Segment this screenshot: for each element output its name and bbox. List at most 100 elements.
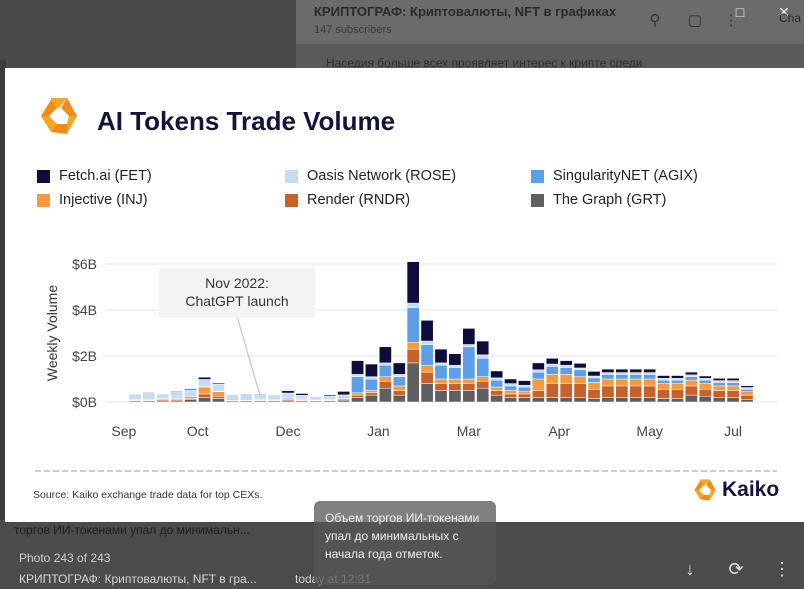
- bar-segment: [698, 375, 712, 379]
- legend-label: Oasis Network (ROSE): [307, 168, 457, 184]
- more-options-icon[interactable]: ⋮: [773, 559, 791, 579]
- bar-segment: [156, 393, 170, 395]
- bar-segment: [684, 394, 698, 403]
- bar-segment: [267, 394, 281, 400]
- bar-segment: [518, 391, 531, 395]
- bar-segment: [726, 385, 740, 391]
- message-preview[interactable]: Объем торгов ИИ-токенами упал до минимал…: [314, 501, 496, 585]
- y-tick-label: $0B: [72, 394, 97, 410]
- bar-segment: [545, 374, 559, 384]
- bar-segment: [643, 385, 657, 398]
- bar-segment: [629, 378, 643, 387]
- background-message: Наседия больше всех проявляет интерес к …: [326, 56, 643, 70]
- bar-segment: [671, 398, 684, 403]
- legend-swatch: [37, 193, 50, 207]
- photo-sender[interactable]: КРИПТОГРАФ: Криптовалюты, NFT в гра...: [19, 572, 257, 586]
- bar-segment: [545, 397, 559, 403]
- bar-segment: [434, 362, 448, 366]
- bar-segment: [740, 391, 754, 396]
- bar-segment: [295, 393, 309, 396]
- bar-segment: [559, 374, 573, 384]
- bar-segment: [392, 394, 406, 403]
- bar-segment: [698, 383, 712, 390]
- bar-segment: [504, 378, 517, 384]
- bar-segment: [434, 364, 448, 380]
- bar-segment: [726, 390, 740, 398]
- bar-segment: [225, 393, 239, 395]
- bar-segment: [531, 369, 545, 373]
- bar-segment: [476, 376, 490, 382]
- legend-label: Injective (INJ): [59, 192, 148, 208]
- rotate-icon[interactable]: ⟳: [728, 559, 744, 579]
- bar-segment: [601, 374, 615, 380]
- legend-label: The Graph (GRT): [553, 192, 667, 208]
- bar-segment: [671, 389, 684, 399]
- bar-segment: [448, 367, 462, 380]
- bar-segment: [657, 375, 670, 379]
- bar-segment: [587, 371, 601, 377]
- bar-segment: [698, 396, 712, 403]
- bar-segment: [184, 389, 198, 397]
- bar-segment: [657, 398, 670, 403]
- bar-segment: [392, 385, 406, 391]
- bar-segment: [309, 395, 323, 397]
- bar-segment: [740, 385, 754, 388]
- bar-segment: [378, 364, 392, 377]
- bar-segment: [420, 344, 434, 366]
- bar-segment: [406, 261, 420, 304]
- bar-segment: [184, 399, 198, 403]
- bar-segment: [448, 390, 462, 403]
- download-icon[interactable]: ↓: [685, 559, 695, 579]
- message-preview-text: Объем торгов ИИ-токенами упал до минимал…: [325, 511, 480, 561]
- bar-segment: [462, 346, 476, 380]
- bar-segment: [239, 392, 253, 394]
- bar-segment: [281, 392, 295, 398]
- bar-segment: [434, 390, 448, 403]
- bar-segment: [573, 367, 587, 371]
- x-tick-label: Apr: [548, 423, 570, 439]
- bar-segment: [365, 378, 378, 391]
- trade-volume-chart: $0B $2B $4B $6B Weekly Volume Sep Oct Dec Jan Mar…: [35, 256, 777, 472]
- bar-segment: [504, 383, 517, 387]
- legend-item: SingularityNET (AGIX): [531, 168, 698, 184]
- more-icon[interactable]: ⋮: [723, 12, 739, 29]
- bar-segment: [128, 393, 142, 400]
- close-icon[interactable]: ✕: [778, 4, 790, 20]
- y-tick-label: $4B: [72, 302, 97, 318]
- bar-segment: [198, 386, 211, 395]
- bar-segment: [267, 394, 281, 396]
- bar-segment: [128, 393, 142, 395]
- kaiko-small-logo-icon: [694, 479, 716, 501]
- bar-segment: [601, 378, 615, 387]
- bar-segment: [420, 340, 434, 345]
- bar-segment: [448, 353, 462, 366]
- source-note: Source: Kaiko exchange trade data for to…: [33, 489, 263, 501]
- bar-segment: [337, 394, 351, 398]
- bar-segment: [629, 397, 643, 403]
- legend-item: Injective (INJ): [37, 192, 148, 208]
- channel-title[interactable]: КРИПТОГРАФ: Криптовалюты, NFT в графиках: [314, 4, 617, 19]
- y-axis-label: Weekly Volume: [44, 285, 60, 381]
- maximize-icon[interactable]: □: [735, 4, 745, 20]
- bar-segment: [671, 375, 684, 379]
- photo-view[interactable]: AI Tokens Trade Volume Fetch.ai (FET) Oa…: [5, 68, 804, 522]
- bar-segment: [490, 390, 504, 396]
- sidebar-toggle-icon[interactable]: ▢: [687, 12, 703, 29]
- bar-segment: [531, 378, 545, 391]
- chat-header: КРИПТОГРАФ: Криптовалюты, NFT в графиках…: [296, 0, 804, 44]
- bar-segment: [504, 397, 517, 403]
- bar-segment: [378, 346, 392, 364]
- annotation-line-1: Nov 2022:: [205, 275, 269, 291]
- bar-segment: [615, 374, 629, 380]
- bar-segment: [142, 392, 156, 400]
- x-tick-label: Jan: [367, 423, 390, 439]
- bar-segment: [587, 389, 601, 399]
- bar-segment: [504, 390, 517, 395]
- bar-segment: [629, 385, 643, 398]
- bar-segment: [643, 378, 657, 387]
- bar-segment: [448, 364, 462, 368]
- search-icon[interactable]: ⚲: [649, 12, 661, 29]
- bar-segment: [615, 368, 629, 373]
- bar-segment: [309, 396, 323, 401]
- bar-segment: [601, 385, 615, 398]
